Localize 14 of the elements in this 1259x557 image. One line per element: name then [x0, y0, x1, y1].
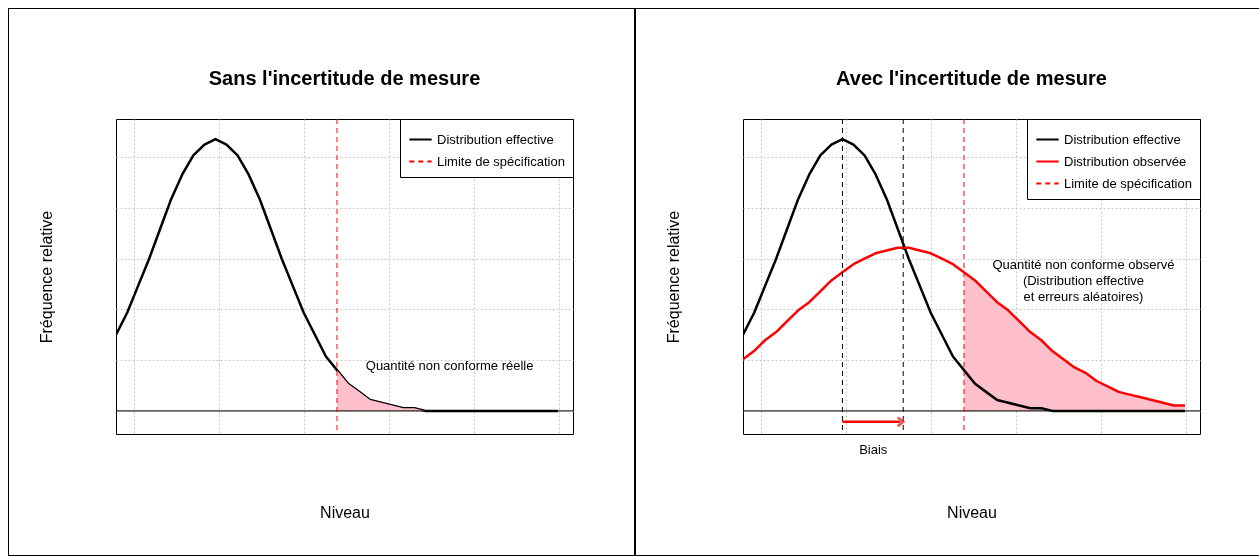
- annotation: Quantité non conforme réelle: [365, 357, 534, 373]
- legend-label: Distribution effective: [437, 131, 554, 147]
- text: Biais: [859, 441, 888, 457]
- x-axis-title: Niveau: [947, 503, 997, 521]
- x-axis-title: Niveau: [320, 503, 370, 521]
- text: Limite de spécification: [437, 153, 565, 169]
- y-axis-title: Fréquence relative: [664, 210, 682, 344]
- text: Limite de spécification: [1064, 175, 1192, 191]
- chart-title: Avec l'incertitude de mesure: [836, 66, 1107, 89]
- y-axis-title: Fréquence relative: [37, 210, 55, 344]
- annotation: Quantité non conforme observé (Distribution effective et erreurs aléatoires): [992, 256, 1175, 304]
- legend-label: Distribution effective: [1064, 131, 1181, 147]
- chart-title: Sans l'incertitude de mesure: [208, 66, 481, 89]
- legend-label: Distribution observée: [1064, 153, 1187, 169]
